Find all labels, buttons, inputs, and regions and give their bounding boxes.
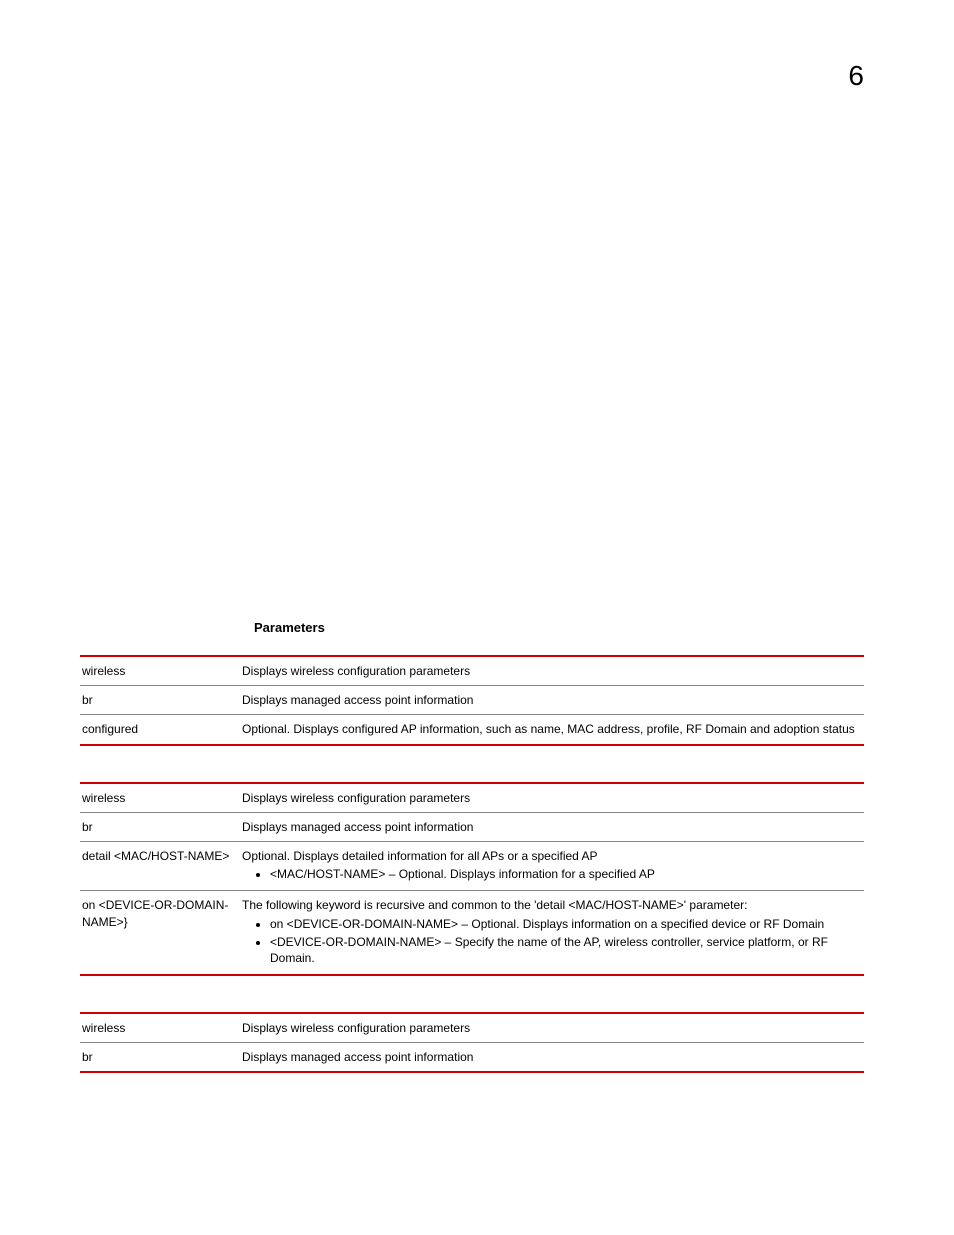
param-desc: Displays managed access point informatio… — [240, 686, 864, 715]
param-name: br — [80, 1043, 240, 1073]
table-row: wireless Displays wireless configuration… — [80, 783, 864, 813]
section-heading: Parameters — [254, 620, 864, 635]
param-name: wireless — [80, 783, 240, 813]
table-row: wireless Displays wireless configuration… — [80, 1013, 864, 1043]
table-row: br Displays managed access point informa… — [80, 812, 864, 841]
param-name: br — [80, 812, 240, 841]
table-row: wireless Displays wireless configuration… — [80, 656, 864, 686]
param-bullets: <MAC/HOST-NAME> – Optional. Displays inf… — [242, 866, 858, 882]
param-name: wireless — [80, 656, 240, 686]
param-desc: The following keyword is recursive and c… — [240, 891, 864, 975]
parameters-table-3: wireless Displays wireless configuration… — [80, 1012, 864, 1073]
param-desc: Optional. Displays detailed information … — [240, 841, 864, 890]
param-name: wireless — [80, 1013, 240, 1043]
bullet-item: <DEVICE-OR-DOMAIN-NAME> – Specify the na… — [270, 934, 858, 966]
param-desc-text: The following keyword is recursive and c… — [242, 898, 747, 912]
table-row: detail <MAC/HOST-NAME> Optional. Display… — [80, 841, 864, 890]
param-desc-text: Optional. Displays detailed information … — [242, 849, 598, 863]
bullet-item: on <DEVICE-OR-DOMAIN-NAME> – Optional. D… — [270, 916, 858, 932]
table-row: configured Optional. Displays configured… — [80, 715, 864, 745]
param-desc: Displays managed access point informatio… — [240, 1043, 864, 1073]
param-name: detail <MAC/HOST-NAME> — [80, 841, 240, 890]
param-name: on <DEVICE-OR-DOMAIN-NAME>} — [80, 891, 240, 975]
table-row: br Displays managed access point informa… — [80, 686, 864, 715]
bullet-item: <MAC/HOST-NAME> – Optional. Displays inf… — [270, 866, 858, 882]
param-desc: Displays wireless configuration paramete… — [240, 783, 864, 813]
param-desc: Optional. Displays configured AP informa… — [240, 715, 864, 745]
param-name: configured — [80, 715, 240, 745]
param-desc: Displays wireless configuration paramete… — [240, 656, 864, 686]
parameters-table-2: wireless Displays wireless configuration… — [80, 782, 864, 977]
param-desc: Displays managed access point informatio… — [240, 812, 864, 841]
param-bullets: on <DEVICE-OR-DOMAIN-NAME> – Optional. D… — [242, 916, 858, 967]
parameters-table-1: wireless Displays wireless configuration… — [80, 655, 864, 746]
param-desc: Displays wireless configuration paramete… — [240, 1013, 864, 1043]
param-name: br — [80, 686, 240, 715]
table-row: on <DEVICE-OR-DOMAIN-NAME>} The followin… — [80, 891, 864, 975]
page: 6 Parameters wireless Displays wireless … — [0, 0, 954, 1235]
page-number: 6 — [848, 60, 864, 92]
table-row: br Displays managed access point informa… — [80, 1043, 864, 1073]
